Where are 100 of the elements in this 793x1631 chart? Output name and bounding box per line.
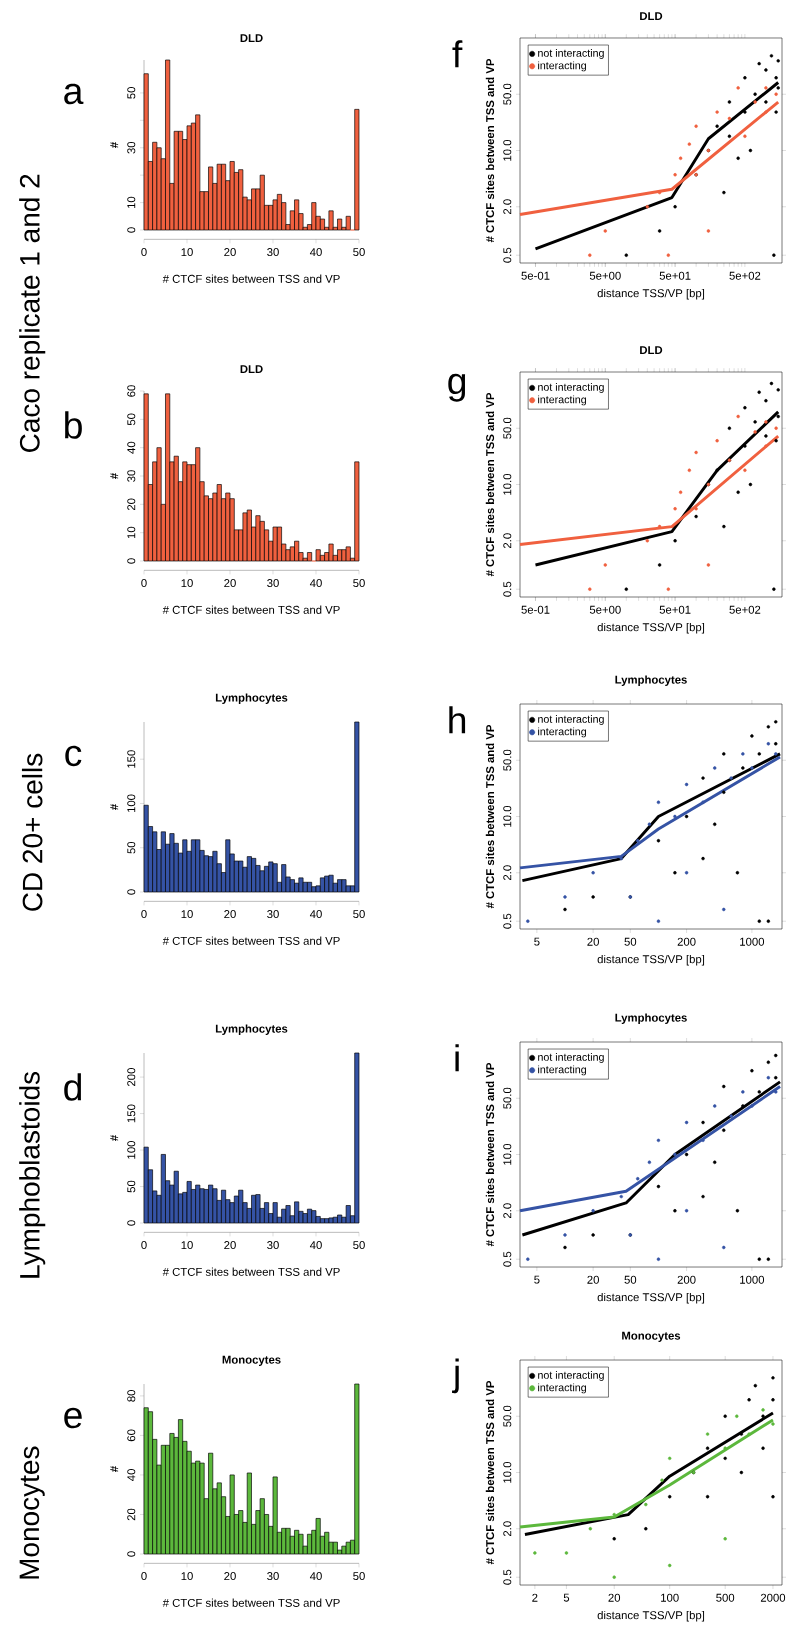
x-tick-label: 1000 (740, 937, 765, 946)
x-tick-label: 0 (141, 1241, 147, 1250)
x-tick-label: 40 (309, 1241, 322, 1250)
y-tick-label: 50.0 (503, 1087, 512, 1109)
y-tick-label: 0.5 (503, 913, 512, 929)
x-tick-label: 2 (532, 1593, 538, 1602)
legend-label: interacting (538, 395, 586, 406)
x-tick-label: 5 (534, 937, 540, 946)
y-tick-label: 10 (127, 196, 136, 209)
y-tick-label: 80 (127, 1390, 136, 1402)
x-tick-label: 100 (661, 1593, 679, 1602)
x-tick-label: 50 (353, 1241, 365, 1250)
y-tick-label: 0.5 (503, 1251, 512, 1267)
text: Lymphoblastoids (19, 1071, 46, 1278)
x-tick-label: 20 (224, 910, 236, 919)
y-tick-label: 50 (127, 87, 136, 99)
x-tick-label: 5e+01 (659, 271, 691, 280)
x-tick-label: 0 (141, 1572, 147, 1581)
y-tick-label: 20 (127, 1508, 136, 1521)
legend-label: interacting (538, 1383, 586, 1394)
x-tick-label: 10 (181, 1241, 193, 1250)
x-axis-title: # CTCF sites between TSS and VP (162, 1598, 340, 1607)
chart-title: DLD (640, 346, 663, 354)
y-tick-label: 2.0 (503, 865, 512, 881)
x-tick-label: 30 (267, 1241, 279, 1250)
y-tick-label: 50 (127, 1180, 136, 1193)
legend-label: not interacting (538, 1371, 604, 1381)
x-tick-label: 20 (587, 1275, 599, 1284)
text: h (449, 706, 466, 734)
y-axis-title: # CTCF sites between TSS and VP (485, 392, 495, 577)
x-tick-label: 1000 (740, 1275, 765, 1284)
chart-title: Monocytes (222, 1355, 281, 1366)
x-tick-label: 10 (181, 910, 193, 919)
text: c (65, 745, 82, 767)
y-tick-label: 50.0 (503, 83, 512, 105)
x-tick-label: 50 (353, 248, 365, 257)
x-tick-label: 20 (224, 1241, 236, 1250)
y-tick-label: 150 (127, 1104, 136, 1123)
y-tick-label: 0 (127, 1551, 136, 1557)
y-axis-title: # CTCF sites between TSS and VP (485, 724, 495, 909)
y-tick-label: 10.0 (503, 139, 512, 161)
x-axis-title: # CTCF sites between TSS and VP (162, 605, 340, 614)
y-tick-label: 60 (127, 1429, 136, 1442)
text: i (455, 1044, 459, 1072)
x-tick-label: 0 (141, 910, 147, 919)
y-axis-title: # CTCF sites between TSS and VP (485, 58, 495, 243)
legend-label: not interacting (538, 1053, 604, 1063)
legend-label: interacting (538, 727, 586, 738)
y-tick-label: 0 (127, 558, 136, 564)
chart-title: Lymphocytes (215, 693, 288, 704)
text: Caco replicate 1 and 2 (19, 174, 46, 452)
x-tick-label: 200 (677, 1275, 696, 1284)
y-tick-label: 50 (127, 413, 136, 426)
y-tick-label: 10.0 (503, 1461, 512, 1483)
y-tick-label: 40 (127, 1469, 136, 1481)
y-tick-label: 2.0 (503, 1521, 512, 1537)
y-axis-title: # (110, 142, 119, 148)
x-tick-label: 30 (267, 579, 279, 588)
y-tick-label: 0.5 (503, 1569, 512, 1585)
legend-label: interacting (538, 1065, 586, 1076)
y-tick-label: 10.0 (503, 1143, 512, 1165)
y-axis-title: # (110, 1466, 119, 1472)
text: Monocytes (19, 1446, 45, 1579)
x-tick-label: 200 (677, 937, 696, 946)
x-tick-label: 40 (309, 579, 322, 588)
text: d (64, 1073, 82, 1101)
y-tick-label: 50.0 (503, 1405, 512, 1427)
text: CD 20+ cells (21, 753, 43, 911)
y-tick-label: 50.0 (503, 749, 512, 771)
x-tick-label: 20 (224, 579, 236, 588)
y-tick-label: 2.0 (503, 199, 512, 215)
x-axis-title: distance TSS/VP [bp] (597, 288, 705, 300)
text: b (65, 411, 82, 439)
chart-title: DLD (240, 365, 263, 373)
y-tick-label: 0.5 (503, 581, 512, 597)
x-tick-label: 30 (267, 248, 279, 257)
x-tick-label: 50 (353, 579, 365, 588)
x-tick-label: 5e+00 (589, 271, 621, 280)
y-axis-title: # (110, 473, 119, 479)
x-tick-label: 40 (309, 248, 322, 257)
y-tick-label: 50.0 (503, 417, 512, 439)
y-tick-label: 50 (127, 841, 136, 854)
y-tick-label: 0 (127, 1220, 136, 1226)
x-tick-label: 20 (608, 1593, 621, 1602)
x-axis-title: # CTCF sites between TSS and VP (162, 1267, 340, 1276)
text: f (452, 40, 463, 68)
legend-label: not interacting (538, 49, 604, 59)
x-tick-label: 10 (181, 1572, 193, 1581)
chart-title: Lymphocytes (615, 675, 687, 686)
y-tick-label: 2.0 (503, 1203, 512, 1219)
x-tick-label: 5e+00 (589, 605, 621, 614)
x-tick-label: 50 (624, 937, 637, 946)
x-tick-label: 5e-01 (521, 605, 550, 614)
y-tick-label: 200 (127, 1068, 136, 1086)
y-tick-label: 0 (127, 889, 136, 895)
chart-title: Lymphocytes (615, 1013, 687, 1024)
x-axis-title: # CTCF sites between TSS and VP (162, 274, 340, 283)
x-tick-label: 5 (563, 1593, 570, 1602)
x-axis-title: distance TSS/VP [bp] (597, 1610, 705, 1622)
y-tick-label: 40 (127, 441, 136, 454)
